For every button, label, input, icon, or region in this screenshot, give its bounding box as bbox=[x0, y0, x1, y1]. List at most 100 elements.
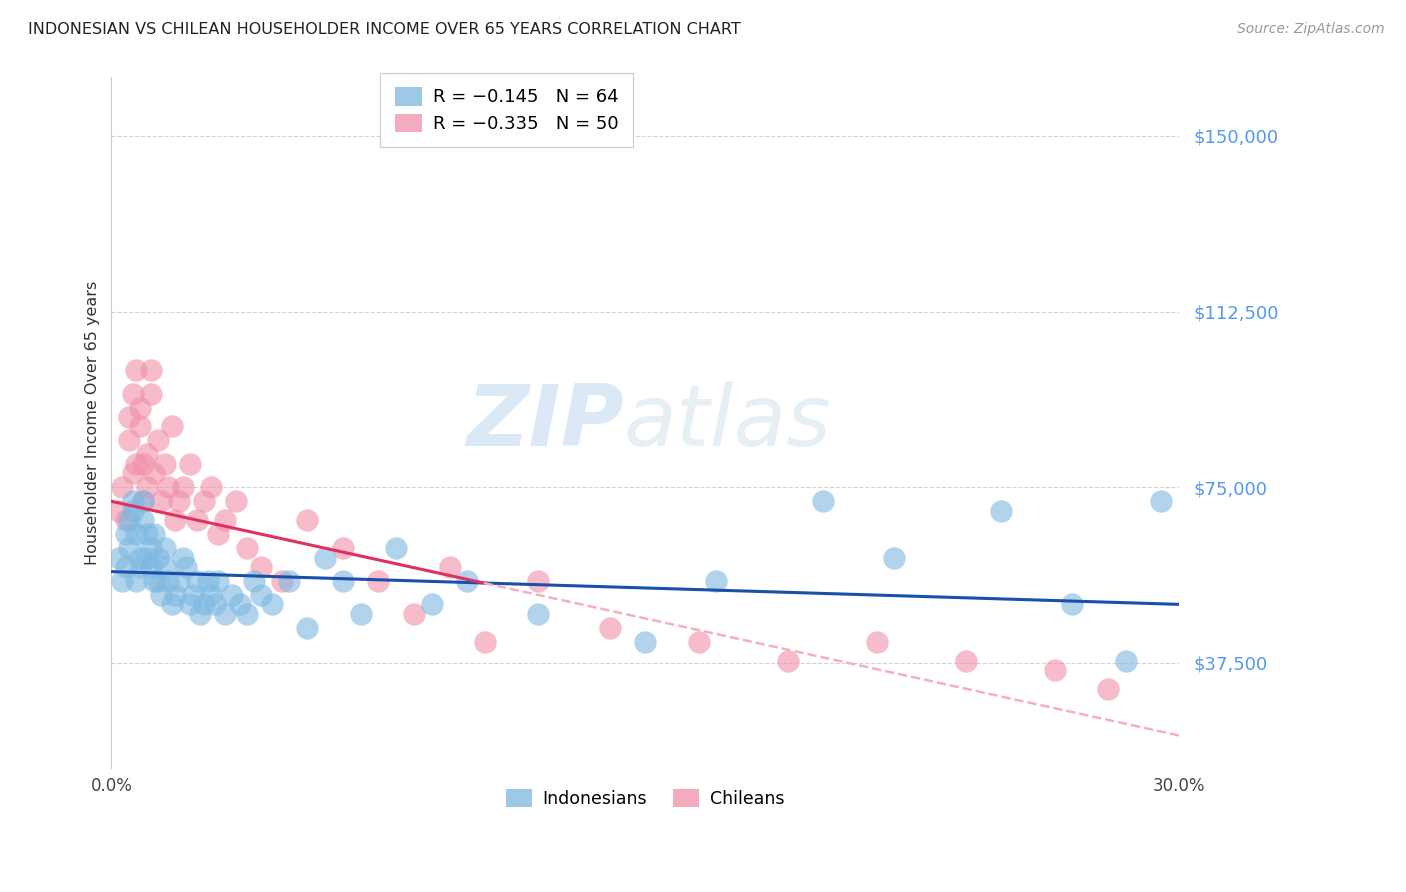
Point bbox=[150, 588, 173, 602]
Point bbox=[172, 550, 194, 565]
Point bbox=[271, 574, 294, 588]
Point bbox=[955, 654, 977, 668]
Point bbox=[190, 607, 212, 621]
Point bbox=[118, 434, 141, 448]
Point bbox=[160, 598, 183, 612]
Point bbox=[121, 386, 143, 401]
Point bbox=[332, 541, 354, 556]
Point bbox=[813, 494, 835, 508]
Point bbox=[167, 494, 190, 508]
Point bbox=[118, 513, 141, 527]
Point bbox=[118, 541, 141, 556]
Point bbox=[242, 574, 264, 588]
Point bbox=[114, 527, 136, 541]
Point bbox=[1115, 654, 1137, 668]
Point bbox=[146, 574, 169, 588]
Point bbox=[179, 598, 201, 612]
Point bbox=[1062, 598, 1084, 612]
Point bbox=[143, 574, 166, 588]
Text: ZIP: ZIP bbox=[467, 382, 624, 465]
Point bbox=[865, 635, 887, 649]
Point bbox=[165, 588, 187, 602]
Point bbox=[179, 457, 201, 471]
Point bbox=[143, 527, 166, 541]
Point bbox=[186, 574, 208, 588]
Point bbox=[599, 621, 621, 635]
Point bbox=[456, 574, 478, 588]
Point bbox=[295, 621, 318, 635]
Point bbox=[111, 480, 134, 494]
Point bbox=[125, 457, 148, 471]
Point bbox=[200, 588, 222, 602]
Point bbox=[706, 574, 728, 588]
Point bbox=[136, 550, 159, 565]
Point bbox=[250, 560, 273, 574]
Point bbox=[200, 480, 222, 494]
Point bbox=[235, 541, 257, 556]
Legend: Indonesians, Chileans: Indonesians, Chileans bbox=[499, 782, 792, 815]
Point bbox=[153, 560, 176, 574]
Point bbox=[402, 607, 425, 621]
Point bbox=[1043, 663, 1066, 677]
Point bbox=[118, 410, 141, 425]
Point bbox=[1150, 494, 1173, 508]
Point bbox=[139, 363, 162, 377]
Y-axis label: Householder Income Over 65 years: Householder Income Over 65 years bbox=[86, 281, 100, 565]
Point bbox=[157, 480, 180, 494]
Point bbox=[204, 598, 226, 612]
Point bbox=[114, 560, 136, 574]
Point bbox=[221, 588, 243, 602]
Point bbox=[207, 574, 229, 588]
Point bbox=[132, 457, 155, 471]
Point bbox=[153, 541, 176, 556]
Text: atlas: atlas bbox=[624, 382, 832, 465]
Point bbox=[474, 635, 496, 649]
Point bbox=[385, 541, 408, 556]
Point bbox=[139, 560, 162, 574]
Point bbox=[193, 598, 215, 612]
Point bbox=[132, 494, 155, 508]
Point bbox=[157, 574, 180, 588]
Point bbox=[197, 574, 219, 588]
Point bbox=[121, 467, 143, 481]
Point bbox=[1097, 681, 1119, 696]
Point bbox=[527, 574, 550, 588]
Point bbox=[165, 513, 187, 527]
Point bbox=[136, 527, 159, 541]
Point bbox=[214, 513, 236, 527]
Point bbox=[132, 494, 155, 508]
Point bbox=[207, 527, 229, 541]
Point bbox=[136, 480, 159, 494]
Point bbox=[174, 560, 197, 574]
Point bbox=[250, 588, 273, 602]
Point bbox=[128, 550, 150, 565]
Point bbox=[776, 654, 799, 668]
Point bbox=[990, 504, 1012, 518]
Point bbox=[153, 457, 176, 471]
Point bbox=[332, 574, 354, 588]
Point bbox=[295, 513, 318, 527]
Point bbox=[235, 607, 257, 621]
Point bbox=[883, 550, 905, 565]
Point bbox=[128, 560, 150, 574]
Point bbox=[136, 448, 159, 462]
Point bbox=[114, 513, 136, 527]
Point bbox=[167, 574, 190, 588]
Point bbox=[150, 494, 173, 508]
Point bbox=[314, 550, 336, 565]
Point bbox=[121, 494, 143, 508]
Point bbox=[125, 574, 148, 588]
Point bbox=[634, 635, 657, 649]
Point bbox=[128, 419, 150, 434]
Point bbox=[278, 574, 301, 588]
Point bbox=[125, 527, 148, 541]
Point bbox=[527, 607, 550, 621]
Point bbox=[146, 550, 169, 565]
Point bbox=[121, 504, 143, 518]
Point bbox=[132, 513, 155, 527]
Point bbox=[228, 598, 250, 612]
Point bbox=[107, 504, 129, 518]
Point bbox=[181, 588, 204, 602]
Point bbox=[128, 401, 150, 415]
Point bbox=[193, 494, 215, 508]
